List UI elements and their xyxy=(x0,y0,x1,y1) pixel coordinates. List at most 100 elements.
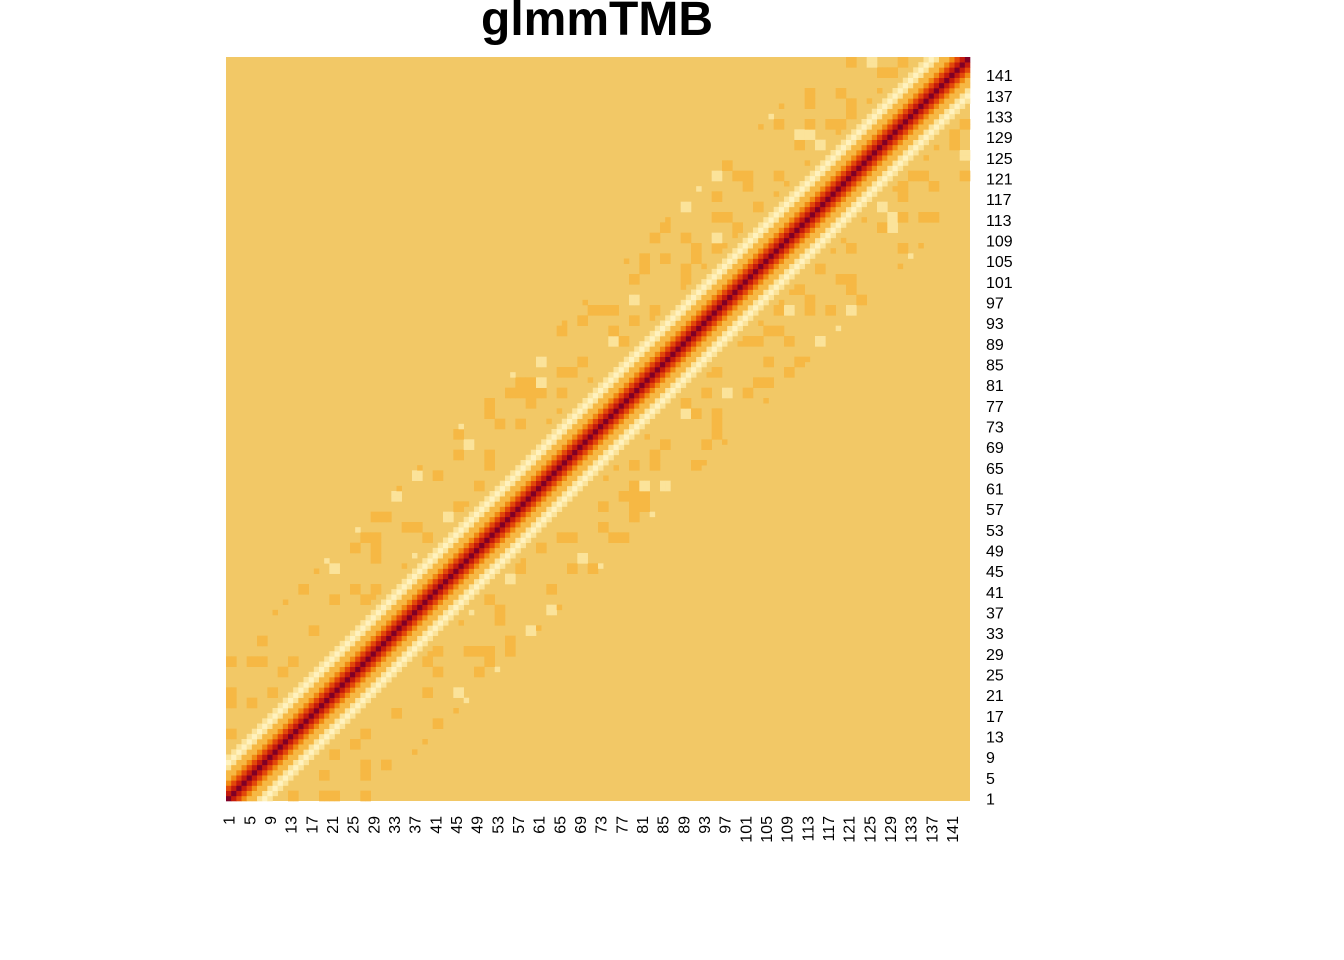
heatmap-cell xyxy=(417,563,423,569)
heatmap-cell xyxy=(474,485,480,492)
heatmap-cell xyxy=(551,429,557,435)
heatmap-cell xyxy=(530,465,537,471)
heatmap-cell xyxy=(882,144,888,151)
heatmap-cell xyxy=(489,599,495,605)
heatmap-cell xyxy=(711,196,718,202)
heatmap-cell xyxy=(727,263,733,270)
heatmap-cell xyxy=(236,790,242,797)
heatmap-cell xyxy=(918,113,924,120)
heatmap-cell xyxy=(479,651,485,657)
heatmap-cell xyxy=(561,367,568,373)
heatmap-cell xyxy=(964,170,971,177)
heatmap-cell xyxy=(887,67,893,73)
heatmap-cell xyxy=(577,439,583,445)
heatmap-cell xyxy=(375,666,382,673)
heatmap-cell xyxy=(685,299,692,306)
heatmap-cell xyxy=(954,88,960,94)
heatmap-cell xyxy=(789,268,795,275)
heatmap-cell xyxy=(303,584,309,590)
heatmap-cell xyxy=(825,310,831,316)
heatmap-cell xyxy=(706,392,712,399)
heatmap-cell xyxy=(499,496,506,502)
heatmap-cell xyxy=(809,243,816,249)
heatmap-cell xyxy=(520,392,526,399)
heatmap-cell xyxy=(918,119,924,125)
heatmap-cell xyxy=(629,392,635,399)
heatmap-cell xyxy=(381,625,387,631)
heatmap-cell xyxy=(288,661,294,667)
heatmap-cell xyxy=(846,217,852,223)
heatmap-cell xyxy=(437,671,444,678)
heatmap-cell xyxy=(556,387,563,394)
heatmap-cell xyxy=(551,470,557,476)
heatmap-cell xyxy=(406,578,413,585)
heatmap-cell xyxy=(825,227,831,233)
heatmap-cell xyxy=(913,119,919,125)
heatmap-cell xyxy=(577,460,583,466)
heatmap-cell xyxy=(334,666,340,673)
heatmap-cell xyxy=(458,553,464,559)
heatmap-cell xyxy=(231,775,237,781)
heatmap-cell xyxy=(846,206,852,213)
heatmap-cell xyxy=(365,646,371,652)
heatmap-cell xyxy=(587,377,594,383)
heatmap-cell xyxy=(959,103,966,109)
heatmap-cell xyxy=(949,62,955,68)
heatmap-cell xyxy=(427,661,433,667)
heatmap-cell xyxy=(675,361,681,368)
heatmap-cell xyxy=(499,615,506,621)
y-tick-label: 133 xyxy=(986,109,1013,126)
heatmap-cell xyxy=(737,243,743,249)
heatmap-cell xyxy=(277,702,284,709)
heatmap-cell xyxy=(654,372,661,378)
heatmap-cell xyxy=(737,258,743,264)
heatmap-cell xyxy=(412,599,418,605)
heatmap-cell xyxy=(489,511,495,518)
heatmap-cell xyxy=(789,227,795,233)
heatmap-cell xyxy=(505,501,511,507)
heatmap-cell xyxy=(598,506,604,512)
heatmap-cell xyxy=(949,82,955,89)
heatmap-cell xyxy=(820,263,826,270)
heatmap-cell xyxy=(768,217,774,223)
heatmap-cell xyxy=(830,175,836,182)
heatmap-cell xyxy=(949,129,955,135)
heatmap-cell xyxy=(324,671,330,678)
heatmap-cell xyxy=(660,485,666,492)
heatmap-cell xyxy=(582,429,588,435)
heatmap-cell xyxy=(448,542,454,549)
heatmap-cell xyxy=(448,573,454,580)
heatmap-cell xyxy=(494,516,501,523)
heatmap-cell xyxy=(257,759,263,766)
heatmap-cell xyxy=(820,139,826,146)
heatmap-cell xyxy=(329,677,335,683)
heatmap-cell xyxy=(794,227,800,233)
heatmap-cell xyxy=(582,423,588,430)
heatmap-cell xyxy=(737,315,743,321)
heatmap-cell xyxy=(954,77,960,84)
heatmap-cell xyxy=(753,206,759,213)
heatmap-cell xyxy=(799,258,805,264)
y-tick-label: 129 xyxy=(986,130,1013,147)
heatmap-cell xyxy=(577,449,583,456)
heatmap-cell xyxy=(515,418,521,425)
heatmap-cell xyxy=(386,640,392,647)
heatmap-cell xyxy=(753,299,759,306)
heatmap-cell xyxy=(412,630,418,636)
heatmap-cell xyxy=(809,212,816,218)
heatmap-cell xyxy=(747,232,754,239)
heatmap-cell xyxy=(417,465,423,471)
heatmap-cell xyxy=(644,434,650,440)
heatmap-cell xyxy=(231,692,237,698)
heatmap-cell xyxy=(815,186,821,192)
heatmap-cell xyxy=(587,470,594,476)
heatmap-cell xyxy=(964,175,971,182)
heatmap-cell xyxy=(463,522,470,528)
heatmap-cell xyxy=(623,258,630,264)
heatmap-cell xyxy=(396,708,402,714)
heatmap-cell xyxy=(515,485,521,492)
heatmap-cell xyxy=(747,248,754,254)
heatmap-cell xyxy=(505,516,511,523)
heatmap-cell xyxy=(365,656,371,662)
heatmap-cell xyxy=(809,88,816,94)
